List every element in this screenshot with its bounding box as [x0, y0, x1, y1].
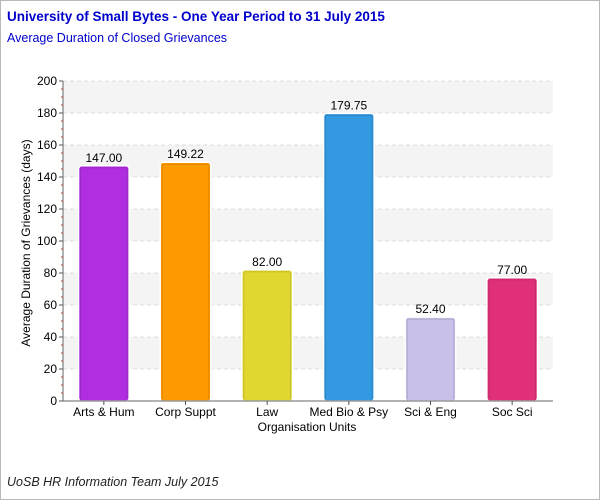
y-tick-label: 40: [44, 330, 58, 344]
bar-value-label: 179.75: [330, 98, 367, 112]
bar-value-label: 77.00: [497, 263, 527, 277]
x-tick-label: Law: [256, 405, 278, 419]
bar: [241, 269, 294, 402]
y-tick-label: 120: [37, 202, 57, 216]
y-tick-label: 0: [50, 394, 57, 408]
y-tick-label: 180: [37, 106, 57, 120]
x-tick-label: Soc Sci: [492, 405, 533, 419]
grid-band: [63, 81, 553, 113]
y-tick-label: 80: [44, 266, 58, 280]
y-tick-label: 200: [37, 74, 57, 88]
y-tick-label: 60: [44, 298, 58, 312]
bar: [322, 112, 375, 402]
x-tick-label: Arts & Hum: [73, 405, 134, 419]
x-axis-label: Organisation Units: [258, 420, 357, 434]
chart-subtitle: Average Duration of Closed Grievances: [7, 31, 228, 45]
y-tick-label: 20: [44, 362, 58, 376]
bar-value-label: 82.00: [252, 255, 282, 269]
bar-value-label: 147.00: [85, 151, 122, 165]
y-axis-label: Average Duration of Grievances (days): [19, 139, 33, 346]
x-tick-label: Sci & Eng: [404, 405, 457, 419]
bar: [77, 165, 130, 402]
plot-background: [63, 81, 553, 401]
value-labels: 147.00 149.22 82.00 179.75 52.40 77.00: [85, 98, 527, 316]
grid-band: [63, 209, 553, 241]
y-tick-label: 160: [37, 138, 57, 152]
bar-chart: 147.00 149.22 82.00 179.75 52.40 77.00 0 20 40 6…: [19, 74, 553, 434]
y-tick-label: 140: [37, 170, 57, 184]
x-tick-label: Corp Suppt: [155, 405, 216, 419]
y-ticks: 0 20 40 60 80 100 120 140 160 180 200: [37, 74, 63, 408]
grid-band: [63, 337, 553, 369]
gridlines: [63, 80, 553, 370]
x-tick-label: Med Bio & Psy: [309, 405, 388, 419]
bar: [159, 161, 212, 402]
bar: [404, 316, 457, 402]
bar: [486, 277, 539, 402]
bars: [77, 112, 539, 402]
chart-title: University of Small Bytes - One Year Per…: [7, 9, 385, 24]
x-ticks: Arts & Hum Corp Suppt Law Med Bio & Psy Sci …: [73, 401, 533, 419]
footer-credit: UoSB HR Information Team July 2015: [7, 475, 219, 489]
grid-band: [63, 273, 553, 305]
y-tick-label: 100: [37, 234, 57, 248]
bar-value-label: 52.40: [415, 302, 445, 316]
bar-value-label: 149.22: [167, 147, 204, 161]
grid-band: [63, 145, 553, 177]
